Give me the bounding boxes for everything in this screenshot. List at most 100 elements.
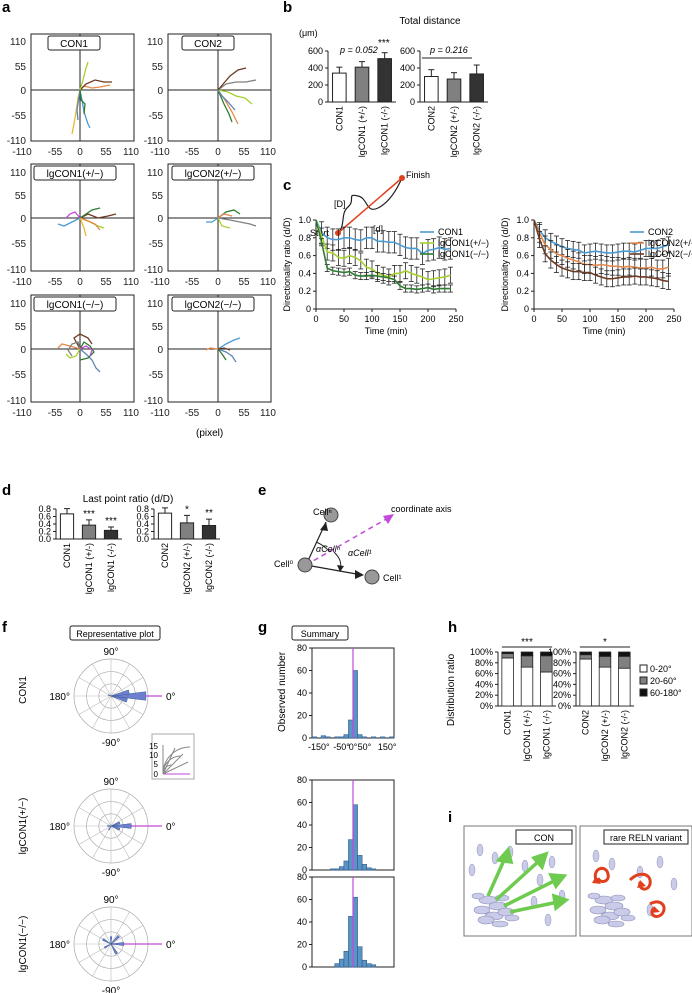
polar-wedge bbox=[107, 694, 112, 697]
bar bbox=[354, 66, 370, 103]
panel-c-directionality: [D] [d] Start Finish 1.00.80.60.40.200 50… bbox=[282, 170, 692, 336]
chart-title: Last point ratio (d/D) bbox=[83, 494, 174, 505]
polar-spoke bbox=[110, 663, 130, 697]
inset-tick-label: 10 bbox=[149, 751, 158, 760]
polar-wedge bbox=[110, 823, 132, 829]
ytick-label: 0 bbox=[20, 345, 26, 356]
panel-label-e: e bbox=[258, 482, 266, 499]
chart-last-point-right: 0.80.60.40.20.0 CON2 * lgCON2 (+/-) ** lgCON2… bbox=[136, 504, 220, 594]
polar-wedge bbox=[109, 936, 113, 945]
traj-plot-frame bbox=[167, 33, 272, 142]
bar bbox=[201, 525, 217, 540]
series-line bbox=[533, 219, 669, 283]
chart-directionality-right: 1.0 0.8 0.6 0.4 0.2 00 50 100 150 200 250 Time (min… bbox=[500, 215, 692, 336]
legend-swatch bbox=[639, 676, 648, 685]
polar-plots: 90° 180° 0° -90° 90° 180° 0° -90° 90° 180° 0° -90° bbox=[49, 647, 175, 993]
category-label: CON1 bbox=[334, 106, 344, 131]
y-tick-label: 0 bbox=[302, 733, 307, 743]
angle-label: 0° bbox=[166, 692, 176, 703]
bar bbox=[81, 524, 97, 540]
legend-label: 20-60° bbox=[650, 676, 677, 686]
row-label-lgcon1-het: lgCON1(+/−) bbox=[18, 798, 29, 855]
ytick-label: -55 bbox=[12, 239, 27, 250]
representative-plot-title: Representative plot bbox=[76, 629, 154, 639]
y-tick-label: 0 bbox=[302, 865, 307, 875]
significance-label: * bbox=[185, 504, 189, 515]
distribution-legend: 0-20° 20-60° 60-180° bbox=[639, 664, 682, 698]
y-tick-label: 0.2 bbox=[38, 527, 51, 537]
xtick-label: 55 bbox=[100, 408, 112, 419]
angle-label: 90° bbox=[103, 895, 118, 906]
traj-label-lgcon1-hom: lgCON1(−/−) bbox=[47, 300, 104, 311]
polar-spoke bbox=[110, 677, 144, 697]
ytick-label: 110 bbox=[10, 37, 26, 48]
angle-label: 180° bbox=[49, 692, 70, 703]
y-tick-label: 1.0 bbox=[516, 215, 529, 225]
category-label: lgCON1 (+/-) bbox=[84, 543, 94, 594]
xtick-label: -55 bbox=[185, 277, 200, 288]
significance-label: *** bbox=[378, 38, 390, 49]
series-line bbox=[315, 219, 451, 291]
y-tick-label: 400 bbox=[400, 63, 415, 73]
angle-label: -90° bbox=[102, 986, 120, 993]
angle-label: -90° bbox=[102, 738, 120, 749]
angle-label: 0° bbox=[166, 940, 176, 951]
angle-label: 180° bbox=[49, 822, 70, 833]
significance-label: ** bbox=[205, 508, 213, 519]
y-tick-label: 40 bbox=[297, 820, 307, 830]
category-label: CON2 bbox=[426, 106, 436, 131]
ytick-label: 55 bbox=[15, 62, 27, 73]
y-tick-label: 0.0 bbox=[136, 534, 149, 544]
cell-n-label: Cellⁿ bbox=[313, 507, 332, 517]
panel-b-total-distance: Total distance (μm) p = 0.052 *** p = 0.… bbox=[299, 16, 488, 157]
y-tick-label: 200 bbox=[400, 80, 415, 90]
histogram-bar bbox=[366, 867, 372, 871]
y-tick-label: 40 bbox=[297, 917, 307, 927]
y-tick-label: 60 bbox=[297, 895, 307, 905]
polar-spoke bbox=[92, 943, 112, 977]
ytick-label: -55 bbox=[149, 239, 164, 250]
polar-wedge bbox=[103, 943, 112, 949]
panel-label-d: d bbox=[2, 482, 11, 499]
chart-total-distance-left: 600 400 200 0 CON1 lgCON1 (+/-) lgCON1 (-/-) bbox=[308, 46, 396, 157]
ytick-label: -110 bbox=[7, 396, 27, 407]
category-label: CON1 bbox=[503, 710, 513, 735]
cell-0-label: Cell⁰ bbox=[274, 559, 294, 569]
significance-label: *** bbox=[521, 637, 533, 648]
y-tick-label: 400 bbox=[308, 63, 323, 73]
legend-label: 60-180° bbox=[650, 688, 682, 698]
histogram-ylabel: Observed number bbox=[277, 651, 288, 732]
stacked-bar-segment bbox=[618, 667, 631, 707]
bar bbox=[157, 512, 173, 540]
xtick-label: 110 bbox=[123, 277, 139, 288]
histogram-bar bbox=[339, 736, 345, 739]
polar-spoke bbox=[110, 911, 130, 945]
panel-i-illustration: CON rare RELN variant bbox=[463, 825, 692, 937]
stacked-bar-segment bbox=[579, 658, 592, 707]
y-tick-label: 80 bbox=[297, 872, 307, 882]
xtick-label: 55 bbox=[100, 147, 112, 158]
category-label: lgCON2 (+/-) bbox=[182, 543, 192, 594]
stacked-bar-segment bbox=[520, 651, 534, 657]
ytick-label: 110 bbox=[147, 168, 163, 179]
xtick-label: -55 bbox=[48, 147, 63, 158]
x-tick-label: 250 bbox=[666, 314, 681, 324]
category-label: lgCON1 (+/-) bbox=[357, 106, 367, 157]
traj-label-con1: CON1 bbox=[60, 39, 88, 50]
p-value-label: p = 0.216 bbox=[429, 45, 468, 55]
x-tick-label: 50 bbox=[557, 314, 567, 324]
xtick-label: -110 bbox=[150, 408, 170, 419]
y-tick-label: 80 bbox=[297, 775, 307, 785]
stacked-bar-segment bbox=[501, 651, 514, 655]
histogram-bar bbox=[370, 736, 377, 739]
x-tick-label: 0 bbox=[531, 314, 536, 324]
y-tick-label: 0.2 bbox=[516, 286, 529, 296]
xtick-label: 55 bbox=[238, 147, 250, 158]
stacked-bar-segment bbox=[598, 651, 612, 657]
legend-label: lgCON1(+/−) bbox=[438, 238, 489, 248]
significance-label: *** bbox=[83, 509, 95, 520]
ytick-label: -110 bbox=[144, 136, 164, 147]
y-tick-label: 0 bbox=[306, 304, 311, 314]
inset-tick-label: 5 bbox=[154, 760, 159, 769]
